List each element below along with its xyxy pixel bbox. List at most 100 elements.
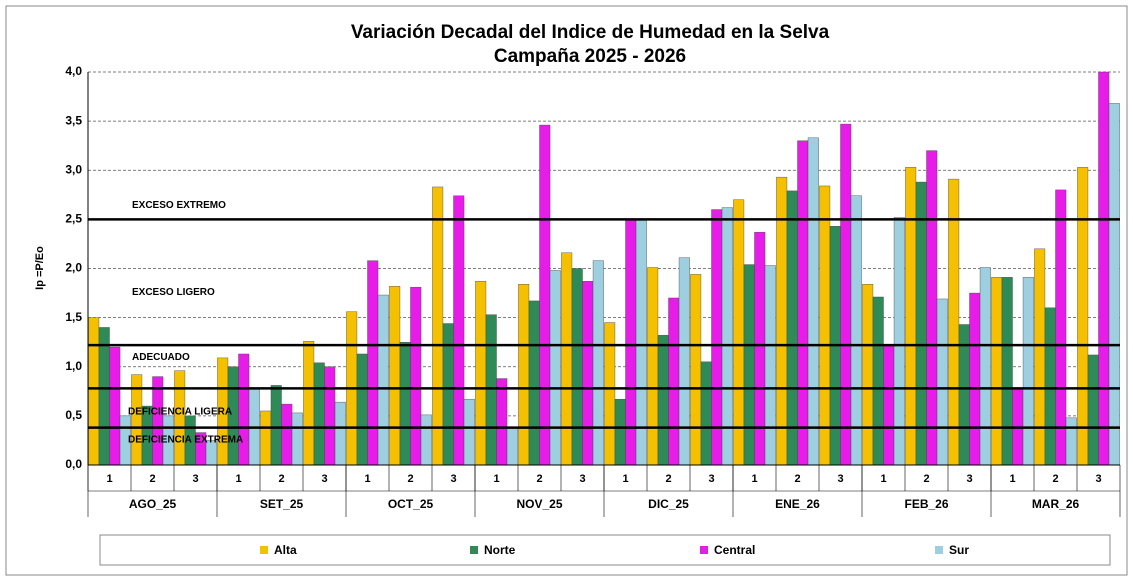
bar xyxy=(1044,307,1056,466)
bar xyxy=(496,378,508,466)
legend-label: Alta xyxy=(274,543,297,557)
legend-swatch xyxy=(700,546,708,554)
bar xyxy=(238,353,250,466)
y-axis-label: Ip =P/Eo xyxy=(34,246,46,290)
x-tick-label: 1 xyxy=(1009,473,1015,485)
legend-label: Norte xyxy=(484,543,516,557)
bar xyxy=(819,185,831,466)
bar xyxy=(1077,167,1089,466)
x-tick-label: 1 xyxy=(364,473,370,485)
zone-label: DEFICIENCIA LIGERA xyxy=(128,407,232,418)
x-tick-label: 1 xyxy=(493,473,499,485)
bar xyxy=(399,341,411,466)
chart-subtitle: Campaña 2025 - 2026 xyxy=(494,46,686,67)
bar xyxy=(485,314,497,466)
bar xyxy=(1034,248,1046,466)
bar xyxy=(453,195,465,466)
bar xyxy=(291,412,303,466)
bar xyxy=(840,123,852,466)
x-tick-label: 2 xyxy=(923,473,929,485)
bar xyxy=(786,190,798,466)
bar xyxy=(367,260,379,466)
bar xyxy=(260,410,272,466)
bar xyxy=(905,167,917,466)
bar xyxy=(528,300,540,466)
bar xyxy=(991,277,1003,466)
bar xyxy=(152,376,164,466)
x-tick-label: 1 xyxy=(880,473,886,485)
bar xyxy=(334,401,346,466)
bar xyxy=(754,231,766,466)
bar xyxy=(647,267,659,466)
bar xyxy=(733,199,745,466)
y-tick-label: 1,5 xyxy=(65,310,82,324)
bar xyxy=(98,327,110,466)
bar xyxy=(1022,277,1034,466)
x-tick-label: 2 xyxy=(794,473,800,485)
y-tick-label: 2,5 xyxy=(65,212,82,226)
bar xyxy=(948,178,960,466)
legend-swatch xyxy=(935,546,943,554)
bar xyxy=(862,284,874,466)
bar xyxy=(356,353,368,466)
bar xyxy=(926,150,938,466)
x-tick-label: 2 xyxy=(149,473,155,485)
bar xyxy=(518,284,530,466)
bar xyxy=(174,370,186,466)
group-label: AGO_25 xyxy=(129,497,177,511)
bar xyxy=(743,264,755,466)
y-tick-label: 4,0 xyxy=(65,64,82,78)
bar xyxy=(270,385,282,466)
x-tick-label: 2 xyxy=(536,473,542,485)
bar xyxy=(592,260,604,466)
bar xyxy=(721,207,733,466)
bar xyxy=(389,285,401,466)
bar xyxy=(872,296,884,466)
group-label: ENE_26 xyxy=(775,497,820,511)
x-tick-label: 3 xyxy=(450,473,456,485)
zone-label: EXCESO EXTREMO xyxy=(132,200,226,211)
bar xyxy=(969,292,981,466)
bar xyxy=(377,294,389,466)
zone-label: DEFICIENCIA EXTREMA xyxy=(128,434,243,445)
group-label: NOV_25 xyxy=(516,497,562,511)
x-tick-label: 3 xyxy=(708,473,714,485)
bar xyxy=(88,317,100,466)
bar xyxy=(549,270,561,466)
bar xyxy=(582,281,594,466)
x-tick-label: 1 xyxy=(751,473,757,485)
bar xyxy=(700,361,712,466)
bar xyxy=(979,267,991,466)
bar xyxy=(850,195,862,466)
bar xyxy=(657,335,669,466)
zone-label: ADECUADO xyxy=(132,352,190,363)
y-tick-label: 3,5 xyxy=(65,113,82,127)
x-tick-label: 3 xyxy=(321,473,327,485)
x-tick-label: 3 xyxy=(1095,473,1101,485)
zone-label: EXCESO LIGERO xyxy=(132,287,215,298)
bar xyxy=(506,427,518,466)
legend-label: Sur xyxy=(949,543,969,557)
x-tick-label: 3 xyxy=(192,473,198,485)
y-tick-label: 0,5 xyxy=(65,408,82,422)
y-tick-label: 1,0 xyxy=(65,359,82,373)
x-tick-label: 2 xyxy=(665,473,671,485)
x-tick-label: 3 xyxy=(966,473,972,485)
legend-label: Central xyxy=(714,543,755,557)
bar xyxy=(281,403,293,466)
x-tick-label: 3 xyxy=(579,473,585,485)
legend-box xyxy=(99,534,1111,566)
bar xyxy=(883,344,895,466)
bar xyxy=(475,281,487,466)
bar xyxy=(614,398,626,466)
legend-swatch xyxy=(260,546,268,554)
bar xyxy=(807,137,819,466)
bar xyxy=(463,398,475,466)
bar xyxy=(915,181,927,466)
bar xyxy=(1098,71,1110,466)
x-tick-label: 2 xyxy=(1052,473,1058,485)
x-tick-label: 2 xyxy=(407,473,413,485)
x-tick-label: 1 xyxy=(235,473,241,485)
bar xyxy=(690,274,702,466)
